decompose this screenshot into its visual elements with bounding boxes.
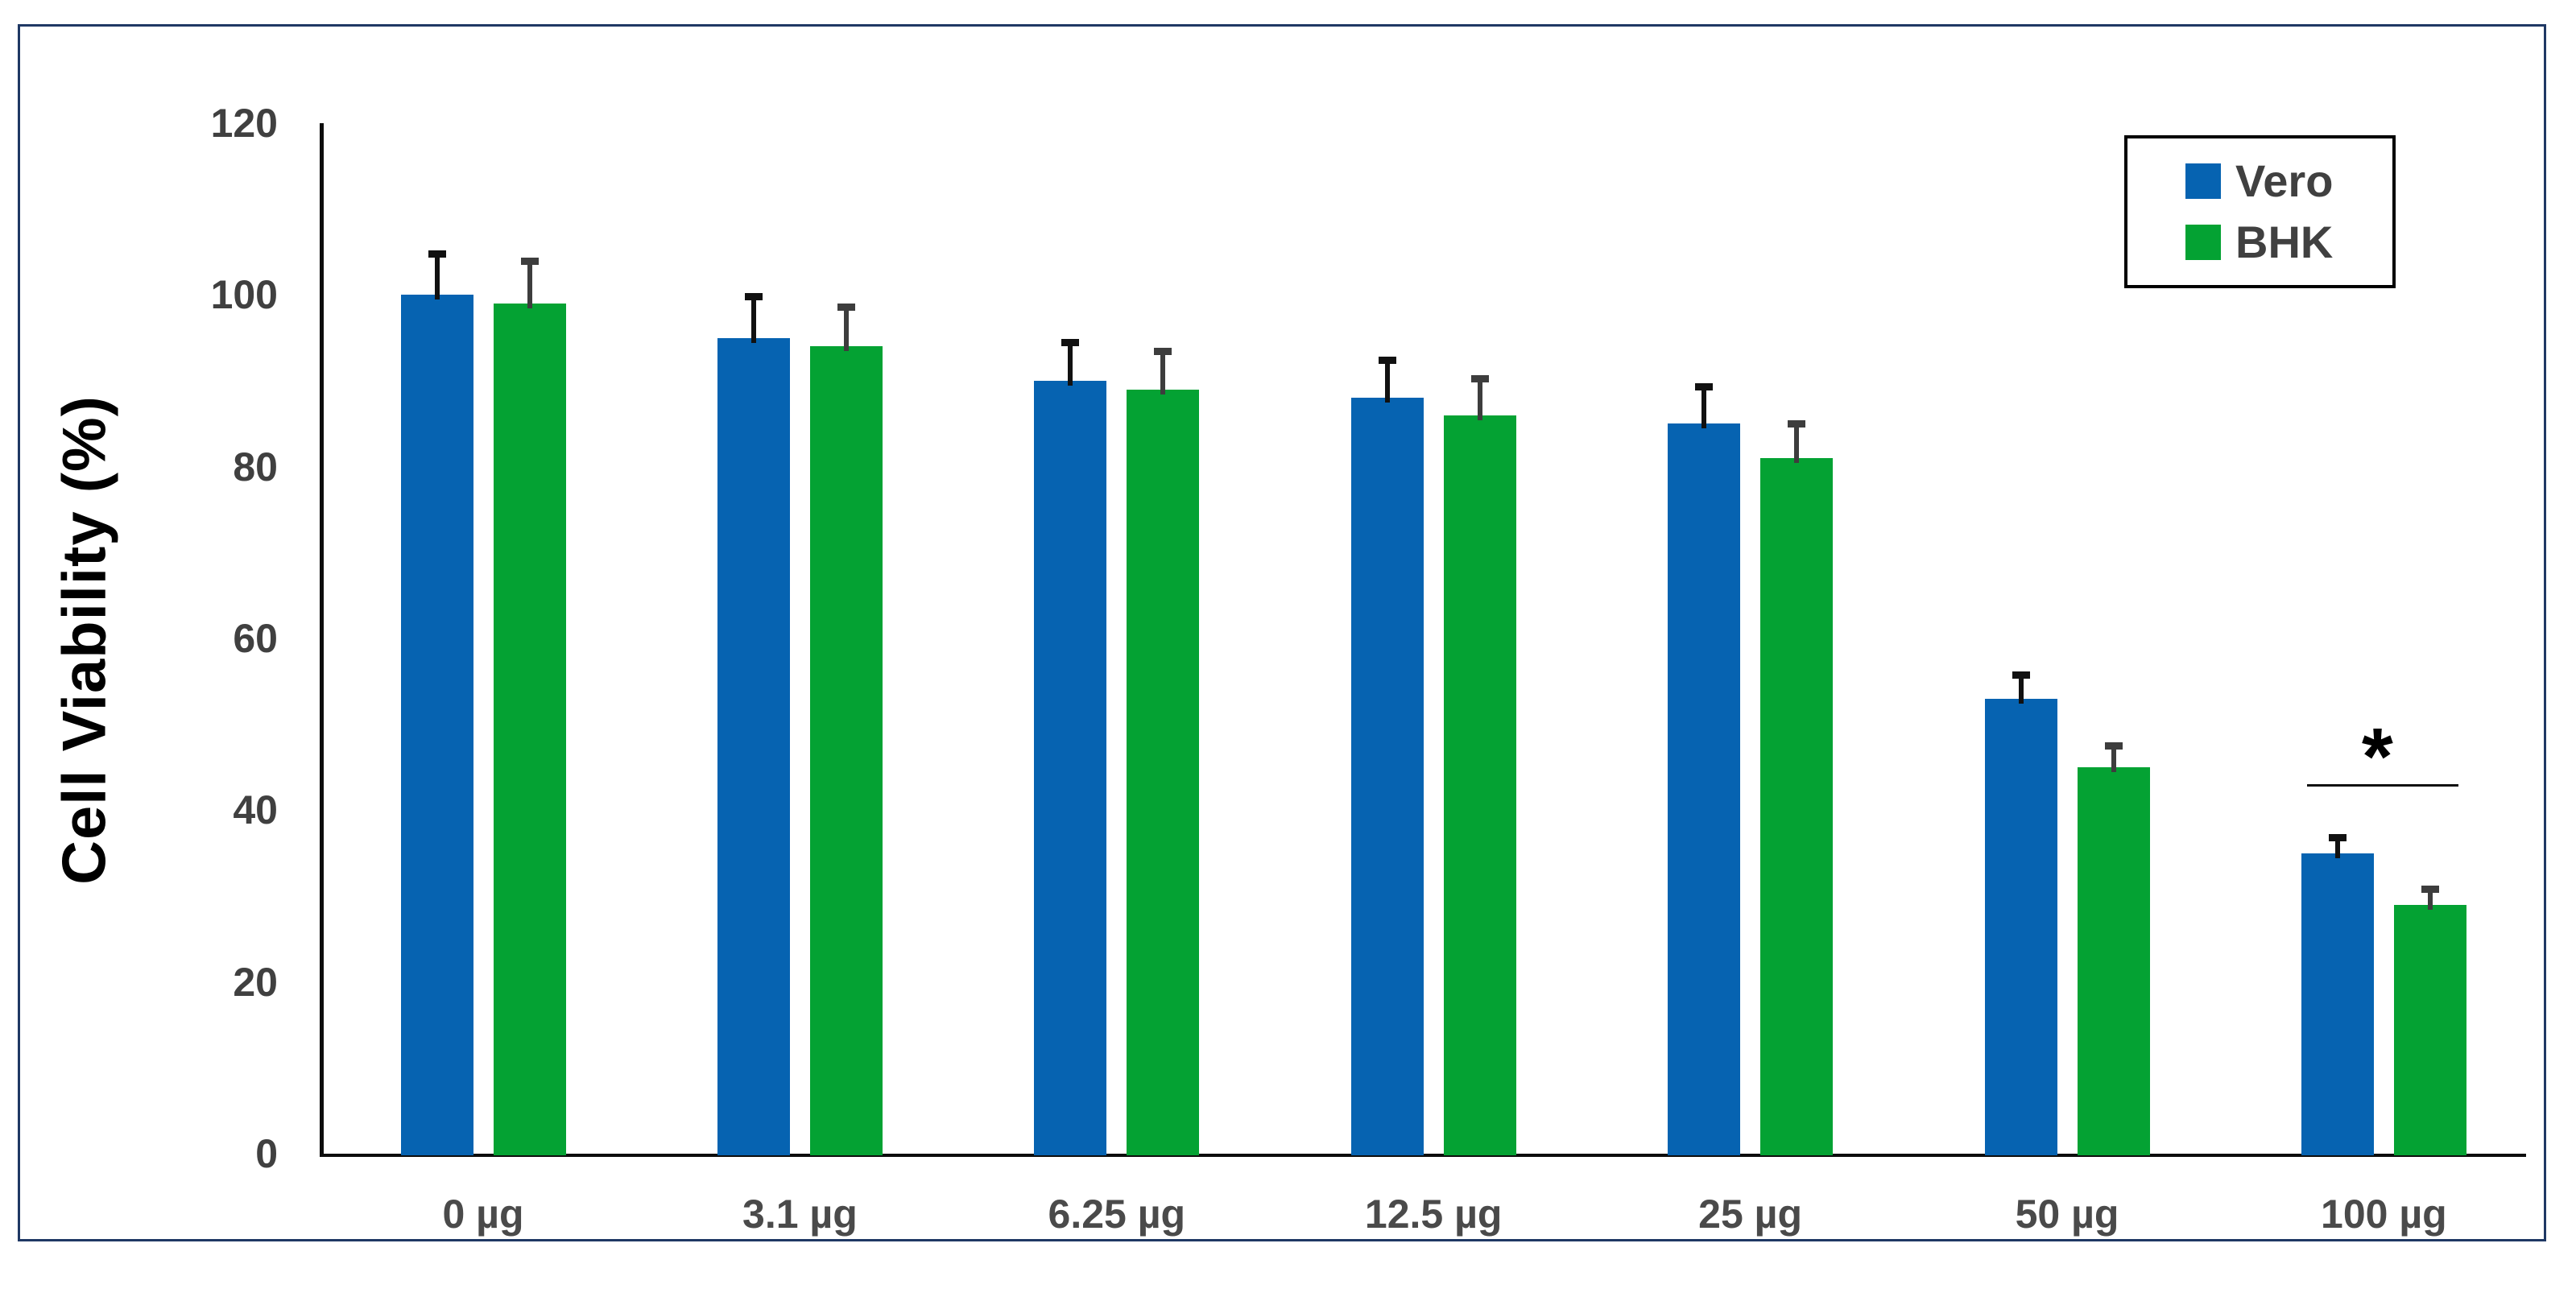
- error-bar-cap: [2421, 886, 2439, 894]
- bar-bhk: [1760, 458, 1834, 1155]
- y-tick-label: 40: [233, 787, 278, 833]
- x-category-label: 12.5 µg: [1364, 1192, 1503, 1237]
- error-bar: [2427, 887, 2433, 910]
- error-bar: [434, 252, 440, 300]
- bar-bhk: [1127, 389, 1200, 1155]
- bar-vero: [1350, 398, 1424, 1155]
- y-tick-label: 120: [210, 101, 278, 146]
- x-category-label: 25 µg: [1698, 1192, 1803, 1237]
- legend: Vero BHK: [2124, 135, 2396, 288]
- bar-vero: [400, 295, 473, 1155]
- error-bar-cap: [2012, 671, 2030, 679]
- error-bar: [1068, 340, 1073, 386]
- x-category-label: 3.1 µg: [742, 1192, 858, 1237]
- error-bar-cap: [1695, 383, 1714, 391]
- significance-line: [2307, 784, 2459, 787]
- bar-bhk: [809, 346, 883, 1155]
- error-bar-cap: [520, 257, 539, 265]
- error-bar: [2334, 836, 2340, 858]
- bar-bhk: [2077, 767, 2150, 1155]
- error-bar: [1384, 358, 1390, 403]
- y-tick-label: 0: [255, 1131, 278, 1176]
- error-bar: [2018, 672, 2024, 704]
- error-bar-cap: [837, 304, 855, 312]
- error-bar-cap: [1470, 374, 1489, 382]
- legend-label: Vero: [2235, 155, 2334, 206]
- error-bar-cap: [1154, 347, 1172, 355]
- error-bar: [750, 295, 756, 343]
- legend-swatch-icon: [2185, 225, 2221, 260]
- legend-item: Vero: [2185, 159, 2392, 204]
- significance-asterisk: *: [2361, 712, 2393, 802]
- error-bar: [1794, 422, 1800, 463]
- legend-swatch-icon: [2185, 163, 2221, 199]
- error-bar-cap: [744, 293, 763, 301]
- error-bar: [1160, 349, 1166, 394]
- error-bar: [527, 258, 532, 308]
- error-bar: [1701, 385, 1707, 429]
- bar-bhk: [493, 304, 566, 1155]
- y-axis-title: Cell Viability (%): [50, 395, 119, 885]
- error-bar: [843, 305, 849, 352]
- x-category-label: 6.25 µg: [1048, 1192, 1186, 1237]
- y-tick-label: 60: [233, 616, 278, 661]
- bar-vero: [2301, 853, 2374, 1155]
- error-bar-cap: [1061, 338, 1080, 346]
- error-bar-cap: [1378, 357, 1396, 365]
- bar-vero: [1984, 698, 2057, 1155]
- legend-label: BHK: [2235, 217, 2334, 267]
- bar-vero: [717, 337, 790, 1155]
- y-tick-label: 20: [233, 959, 278, 1005]
- legend-item: BHK: [2185, 220, 2392, 265]
- bar-bhk: [1443, 415, 1516, 1155]
- error-bar-cap: [428, 250, 446, 258]
- y-tick-label: 100: [210, 272, 278, 318]
- x-category-label: 100 µg: [2321, 1192, 2447, 1237]
- error-bar-cap: [1788, 420, 1806, 428]
- y-axis-line: [320, 123, 324, 1157]
- bar-vero: [1034, 381, 1107, 1155]
- x-axis-line: [320, 1154, 2526, 1157]
- bar-vero: [1668, 423, 1741, 1155]
- error-bar-cap: [2104, 742, 2123, 750]
- error-bar-cap: [2328, 834, 2347, 842]
- y-tick-label: 80: [233, 444, 278, 489]
- bar-bhk: [2393, 904, 2466, 1155]
- x-category-label: 0 µg: [442, 1192, 524, 1237]
- x-category-label: 50 µg: [2015, 1192, 2119, 1237]
- error-bar: [1477, 376, 1482, 420]
- error-bar: [2111, 744, 2116, 772]
